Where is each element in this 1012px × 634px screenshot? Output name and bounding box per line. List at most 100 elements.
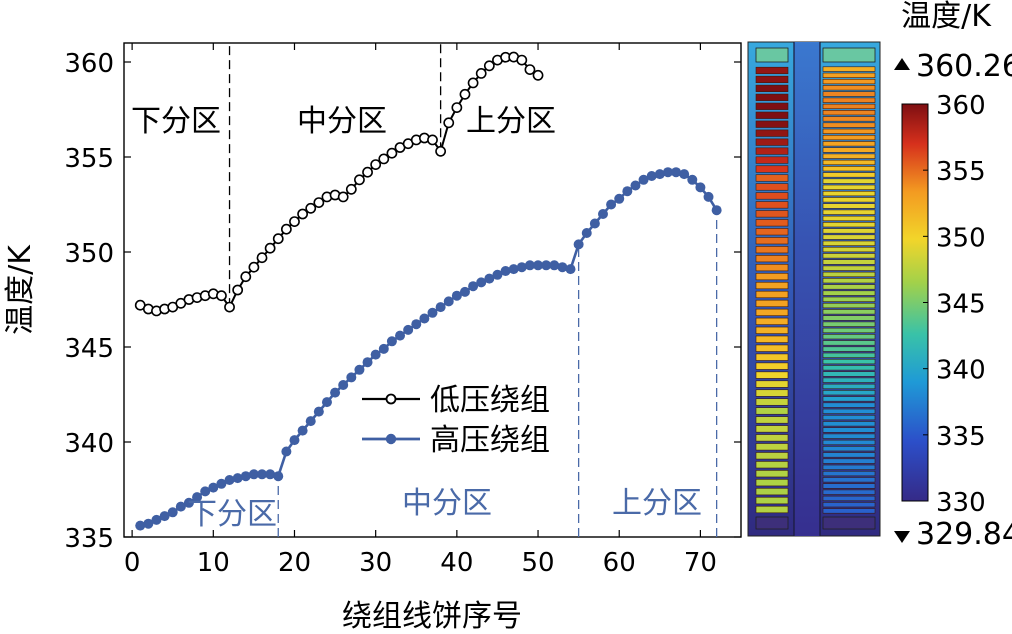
data-point-lv	[483, 60, 495, 72]
winding-disc	[822, 470, 876, 477]
colorbar-tick-label: 360	[936, 91, 986, 121]
winding-disc	[755, 380, 789, 388]
winding-disc	[822, 365, 876, 371]
winding-disc	[822, 402, 876, 408]
winding-disc	[755, 344, 789, 352]
x-tick-label: 10	[197, 548, 230, 578]
plot-frame	[123, 42, 742, 538]
winding-disc	[822, 396, 876, 402]
winding-disc	[822, 321, 876, 327]
data-point-hv	[459, 286, 470, 297]
winding-disc	[822, 178, 876, 184]
data-point-hv	[192, 492, 203, 503]
winding-disc	[755, 102, 789, 110]
winding-disc	[755, 210, 789, 218]
data-point-hv	[573, 239, 584, 250]
colorbar-tick-label: 350	[936, 223, 986, 253]
oil-channel	[794, 42, 820, 536]
data-point-hv	[362, 357, 373, 368]
winding-disc	[755, 192, 789, 200]
zone-label-hv-upper: 上分区	[612, 486, 702, 521]
bottom-end-block	[822, 516, 876, 530]
y-tick-label: 345	[64, 334, 114, 364]
y-axis-title: 温度/K	[3, 244, 38, 335]
colorbar-tick-label: 345	[936, 290, 986, 320]
zone-label-lv-upper: 上分区	[466, 104, 556, 139]
x-tick-label: 50	[521, 548, 554, 578]
data-point-hv	[386, 336, 397, 347]
data-point-hv	[216, 478, 227, 489]
zone-dividers	[228, 43, 718, 537]
winding-disc	[822, 334, 876, 340]
winding-disc	[822, 284, 876, 290]
winding-disc	[822, 184, 876, 190]
winding-disc	[822, 414, 876, 421]
winding-disc	[755, 290, 789, 299]
colorbar-ticks: 360 355 350 345 340 335 330	[923, 91, 986, 518]
data-point-lv	[289, 216, 300, 227]
winding-disc	[822, 309, 876, 315]
data-point-hv	[606, 199, 617, 210]
max-marker-icon	[894, 58, 910, 70]
data-point-lv	[240, 271, 252, 283]
winding-disc	[755, 389, 789, 397]
winding-disc	[822, 495, 876, 502]
winding-disc	[822, 153, 876, 159]
data-point-hv	[451, 290, 462, 301]
data-point-hv	[711, 205, 722, 216]
data-point-hv	[524, 260, 535, 271]
winding-disc	[822, 483, 876, 489]
winding-disc	[822, 78, 876, 85]
winding-disc	[755, 281, 789, 290]
line-chart: 0 10 20 30 40 50 60 70 335 340 345 350 355 360 下分区 中分…	[3, 42, 742, 634]
data-point-hv	[403, 324, 414, 335]
winding-disc	[755, 362, 789, 370]
colorbar: 温度/K 360.26 360 355 350 345 340 335 330 329.84	[894, 0, 1012, 552]
data-point-hv	[313, 406, 324, 417]
winding-disc	[822, 358, 876, 365]
data-point-hv	[630, 180, 641, 191]
hv-winding-discs	[822, 47, 876, 530]
winding-disc	[755, 66, 789, 75]
data-point-lv	[532, 69, 544, 81]
winding-disc	[822, 346, 876, 352]
data-point-lv	[516, 54, 528, 66]
winding-disc	[755, 228, 789, 236]
data-point-hv	[565, 264, 576, 275]
winding-disc	[822, 296, 876, 302]
data-point-lv	[337, 191, 349, 203]
winding-disc	[755, 272, 789, 281]
winding-disc	[755, 479, 789, 487]
winding-disc	[755, 317, 789, 325]
winding-disc	[755, 201, 789, 209]
winding-disc	[822, 427, 876, 433]
data-point-hv	[208, 482, 219, 493]
data-point-lv	[272, 233, 284, 245]
data-point-lv	[232, 284, 244, 296]
legend-marker-hv	[385, 433, 397, 445]
data-point-hv	[427, 307, 438, 318]
winding-disc	[822, 116, 876, 122]
y-tick-label: 335	[64, 524, 114, 554]
data-point-hv	[508, 264, 519, 275]
data-point-lv	[216, 290, 227, 302]
winding-disc	[755, 308, 789, 316]
data-point-lv	[370, 159, 382, 170]
data-point-lv	[427, 134, 438, 146]
data-point-hv	[549, 260, 560, 271]
data-point-hv	[151, 514, 162, 525]
winding-disc	[822, 222, 876, 228]
x-tick-label: 0	[124, 548, 141, 578]
winding-disc	[822, 278, 876, 284]
data-point-lv	[362, 166, 373, 178]
winding-disc	[822, 103, 876, 110]
winding-disc	[822, 122, 876, 128]
data-point-hv	[395, 330, 406, 341]
data-point-lv	[451, 102, 463, 113]
data-point-lv	[475, 68, 487, 79]
winding-disc	[822, 446, 876, 452]
data-point-hv	[175, 501, 186, 512]
winding-disc	[755, 434, 789, 442]
winding-disc	[755, 93, 789, 101]
